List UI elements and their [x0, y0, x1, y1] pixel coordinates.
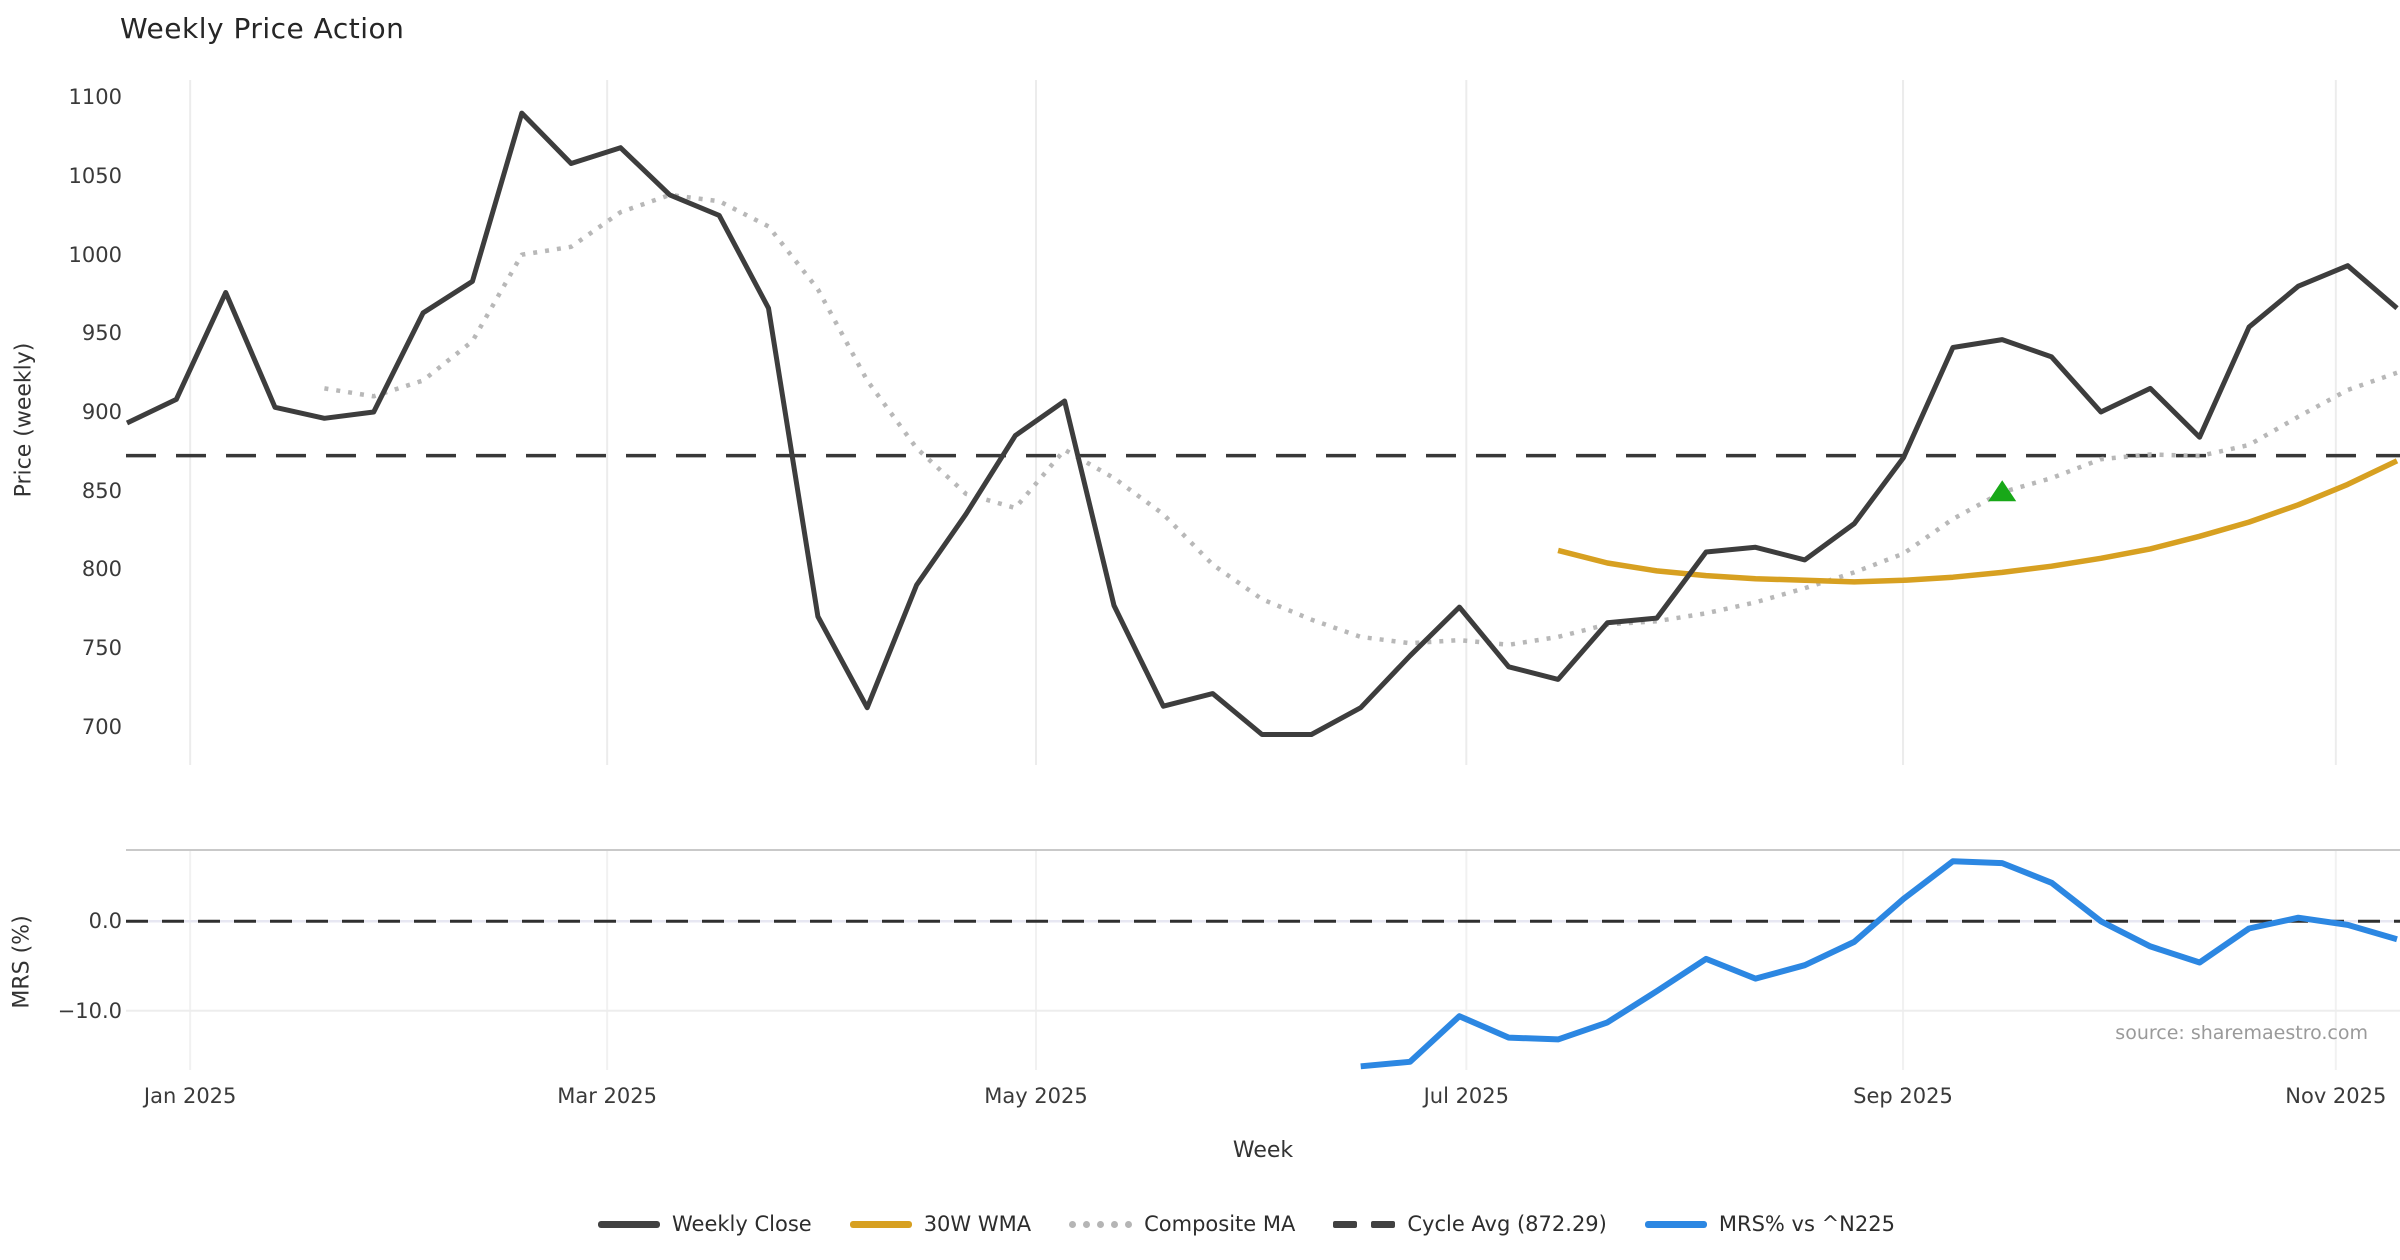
- price-ytick-label: 750: [81, 635, 122, 660]
- legend: Weekly Close 30W WMA Composite MA Cycle Avg…: [598, 1212, 1895, 1236]
- legend-item: 30W WMA: [849, 1212, 1032, 1236]
- legend-label: Weekly Close: [672, 1212, 812, 1236]
- x-tick-label: May 2025: [984, 1084, 1088, 1108]
- price-ytick-label: 1100: [68, 85, 122, 110]
- price-ytick-label: 800: [81, 557, 122, 582]
- legend-label: MRS% vs ^N225: [1718, 1212, 1895, 1236]
- legend-swatch-solid: [1644, 1220, 1707, 1228]
- composite-ma-line: [324, 192, 2398, 648]
- source-note: source: sharemaestro.com: [2115, 1022, 2368, 1044]
- mrs-line: [1360, 858, 2398, 1070]
- legend-item: Composite MA: [1069, 1212, 1295, 1236]
- x-tick-label: Mar 2025: [557, 1084, 658, 1108]
- x-axis-label: Week: [1232, 1138, 1294, 1163]
- legend-swatch-dotted: [1069, 1220, 1133, 1228]
- mrs-ytick-label: −10.0: [57, 998, 122, 1023]
- chart-title: Weekly Price Action: [120, 12, 405, 45]
- legend-label: Cycle Avg (872.29): [1407, 1212, 1607, 1236]
- price-ytick-label: 950: [81, 321, 122, 346]
- x-tick-label: Jan 2025: [143, 1084, 237, 1108]
- price-ytick-label: 850: [81, 478, 122, 503]
- legend-item: Weekly Close: [598, 1212, 812, 1236]
- price-ytick-label: 900: [81, 400, 122, 424]
- x-tick-label: Nov 2025: [2285, 1084, 2387, 1108]
- green-triangle-marker: [1988, 480, 2017, 502]
- mrs-ytick-label: 0.0: [88, 909, 122, 934]
- x-tick-label: Sep 2025: [1853, 1084, 1953, 1108]
- price-ytick-label: 1000: [68, 242, 122, 267]
- x-tick-label: Jul 2025: [1423, 1084, 1510, 1108]
- legend-swatch-dashed: [1333, 1220, 1396, 1228]
- legend-item: Cycle Avg (872.29): [1333, 1212, 1607, 1236]
- legend-label: 30W WMA: [923, 1212, 1032, 1236]
- price-ytick-label: 700: [81, 714, 122, 739]
- price-ytick-label: 1050: [68, 164, 122, 189]
- legend-label: Composite MA: [1144, 1212, 1296, 1236]
- weekly-close-line: [125, 110, 2399, 737]
- legend-item: MRS% vs ^N225: [1644, 1212, 1895, 1236]
- legend-swatch-solid: [598, 1220, 660, 1228]
- legend-swatch-solid: [849, 1220, 912, 1228]
- wma30-line: [1557, 458, 2399, 585]
